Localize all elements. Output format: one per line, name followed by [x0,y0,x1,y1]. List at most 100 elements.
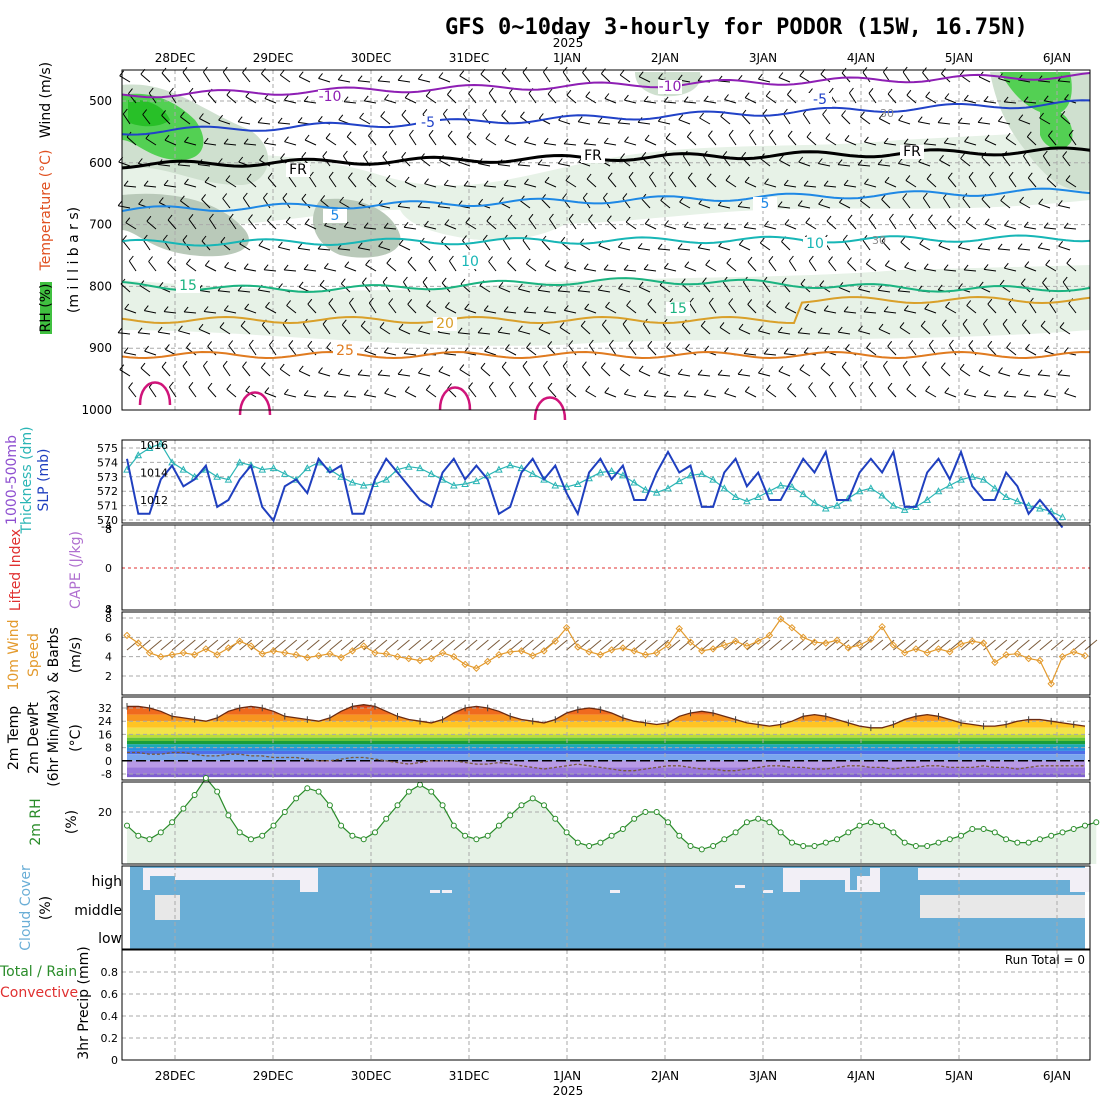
wind-barb-flag [778,72,784,78]
wind-barb [828,261,837,272]
temp-tick-label: -8 [101,768,112,781]
wind-barb-flag [678,114,684,121]
wind10-barb [1005,639,1019,651]
wind-barb-flag [765,384,771,391]
wind-barb-flag [825,133,831,139]
wind-barb-flag [184,178,189,185]
wind10-axis-label-4: (m/s) [68,637,84,674]
wind-barb-flag [1023,221,1029,228]
wind-barb-flag [817,327,823,334]
wind-barb-flag [503,306,509,312]
wind-barb-flag [240,320,246,327]
wind-barb [966,305,977,314]
wind-barb-flag [877,284,883,291]
wind-barb [818,163,831,167]
wind-barb-flag [218,114,223,121]
wind-barb [625,221,637,230]
thickness-tick-label: 570 [97,514,118,527]
wind-barb-flag [366,173,372,180]
wind-barb-flag [617,241,623,248]
wind-barb-flag [137,158,143,164]
wind-barb-flag [298,71,304,78]
wind-barb-flag [607,172,613,179]
panel-frame [121,865,1091,950]
wind-barb [404,181,417,188]
li-tick-label: 4 [105,604,112,617]
wind-barb [906,388,917,398]
wind10-barb [137,639,151,651]
rh-point [608,832,615,839]
wind-barb-flag [304,134,310,141]
wind10-barb [216,639,230,651]
wind-barb-flag [906,89,912,96]
wind-barb-flag [1042,150,1048,157]
thickness-point [528,469,537,477]
wind-barb [748,134,757,146]
wind-barb [624,141,637,146]
wind-speed-point [810,638,819,646]
wind-barb-flag [957,241,963,248]
wind-barb [942,197,951,209]
wind-barb [799,369,811,377]
wind-barb [719,326,731,335]
wind-barb [447,94,457,104]
wind-barb-flag [568,213,574,220]
wind-barb-flag [282,192,288,199]
wind-barb [204,142,217,146]
wind-barb [868,387,877,398]
wind-barb-flag [468,88,473,94]
wind-barb [642,323,651,335]
wind-barb [879,118,891,125]
wind-barb [788,260,797,272]
wind-barb-flag [604,93,610,99]
wind-barb [507,219,517,230]
wind-barb [447,135,457,146]
wind-barb [244,308,257,314]
wind-barb [664,267,677,272]
wind-barb [622,323,631,335]
wind-barb-flag [339,196,344,203]
wind-barb-flag [737,74,743,81]
rh-contour-label: 30 [880,107,894,120]
wind-barb [739,244,751,251]
wind-barb [785,306,797,314]
wind-barb-flag [362,277,367,284]
wind-barb [965,221,977,230]
wind-barb-flag [417,201,423,208]
wind-barb-flag [987,298,993,305]
wind-barb [787,94,797,104]
wind-barb-flag [987,340,993,347]
wind-barb-flag [537,284,543,291]
wind-barb [704,394,717,398]
wind10-barb [532,639,546,651]
wind-barb-flag [122,235,127,241]
wind-barb-flag [358,198,364,205]
wind-barb-flag [207,382,213,389]
wind-speed-point [653,649,661,657]
wind-barb-flag [459,364,465,370]
wind-barb-flag [343,390,349,397]
wind-barb-flag [960,153,965,159]
wind-barb [480,367,491,377]
wind-barb [146,220,157,230]
wind-barb-flag [923,138,929,145]
thickness-point [450,481,458,489]
wind-barb-flag [926,173,932,180]
thickness-point [709,475,717,483]
rh-point [1059,829,1066,836]
wind-barb [288,345,297,356]
date-label-top: 6JAN [1043,51,1071,65]
wind-barb [820,73,831,83]
wind-barb-flag [644,218,650,225]
wind-barb-flag [277,241,283,248]
wind-barb-flag [623,264,629,271]
wind-barb [468,387,477,398]
panel-frame [121,696,1091,781]
wind10-barb [385,639,399,651]
wind-barb [864,311,877,314]
wind-barb [698,247,711,251]
rh-point [879,822,886,829]
wind-barb-flag [864,136,869,143]
wind-barb [188,387,197,398]
wind-barb [380,116,391,125]
